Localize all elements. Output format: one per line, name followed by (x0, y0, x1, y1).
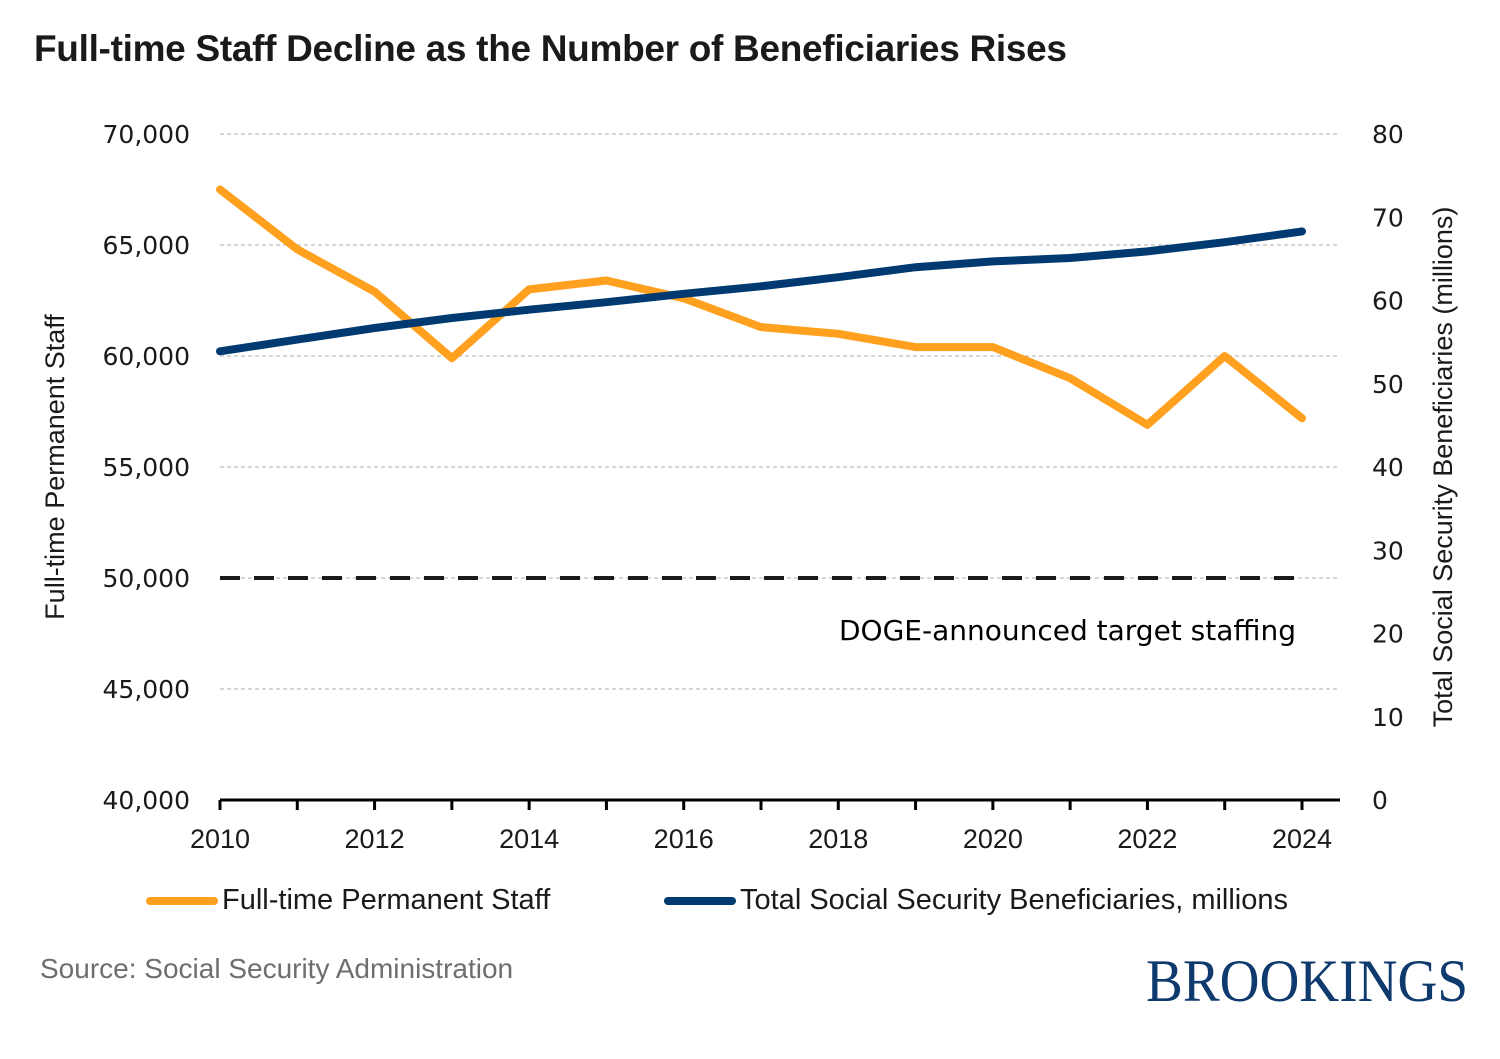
x-tick-label: 2014 (499, 824, 559, 854)
staff-line (216, 185, 1306, 429)
legend-item-beneficiaries: Total Social Security Beneficiaries, mil… (664, 884, 1288, 917)
legend: Full-time Permanent Staff Total Social S… (0, 884, 1500, 924)
y-right-tick-label: 60 (1372, 287, 1404, 316)
series-group (216, 185, 1306, 429)
y-axis-right-title: Total Social Security Beneficiaries (mil… (1428, 207, 1458, 728)
y-left-tick-label: 70,000 (103, 120, 190, 149)
beneficiaries-line (216, 227, 1306, 356)
y-right-tick-label: 0 (1372, 786, 1388, 815)
legend-swatch-beneficiaries (664, 896, 736, 905)
y-left-tick-label: 60,000 (103, 342, 190, 371)
x-tick-label: 2022 (1117, 824, 1177, 854)
y-axis-right: 0 10 20 30 40 50 60 70 80 (1372, 120, 1404, 815)
source-note: Source: Social Security Administration (40, 953, 513, 985)
source-text: Social Security Administration (136, 953, 514, 984)
legend-label-beneficiaries: Total Social Security Beneficiaries, mil… (740, 884, 1288, 916)
x-tick-label: 2018 (808, 824, 868, 854)
target-staffing-annotation: DOGE-announced target staffing (839, 614, 1296, 647)
y-left-tick-label: 65,000 (103, 231, 190, 260)
y-axis-left-title: Full-time Permanent Staff (40, 314, 70, 620)
x-tick-label: 2020 (963, 824, 1023, 854)
x-tick-label: 2024 (1272, 824, 1332, 854)
y-right-tick-label: 40 (1372, 453, 1404, 482)
x-axis: 2010 2012 2014 2016 2018 2020 2022 2024 (190, 798, 1340, 854)
gridlines (220, 133, 1340, 690)
y-right-tick-label: 20 (1372, 620, 1404, 649)
chart-title: Full-time Staff Decline as the Number of… (34, 28, 1067, 69)
legend-label-staff: Full-time Permanent Staff (222, 884, 551, 916)
y-left-tick-label: 45,000 (103, 675, 190, 704)
y-right-tick-label: 80 (1372, 120, 1404, 149)
y-left-tick-label: 50,000 (103, 564, 190, 593)
reference-line-group: DOGE-announced target staffing (220, 576, 1302, 647)
y-right-tick-label: 30 (1372, 536, 1404, 565)
y-left-tick-label: 55,000 (103, 453, 190, 482)
y-right-tick-label: 50 (1372, 370, 1404, 399)
y-right-tick-label: 70 (1372, 203, 1404, 232)
line-chart: DOGE-announced target staffing 2010 2012 2… (40, 120, 1458, 854)
source-label: Source: (40, 953, 137, 984)
legend-swatch-staff (146, 896, 218, 905)
y-left-tick-label: 40,000 (103, 786, 190, 815)
y-axis-left: 40,000 45,000 50,000 55,000 60,000 65,000 70,0… (103, 120, 190, 815)
x-tick-label: 2016 (654, 824, 714, 854)
y-right-tick-label: 10 (1372, 703, 1404, 732)
x-tick-label: 2012 (345, 824, 405, 854)
brookings-logo: BROOKINGS (1145, 948, 1468, 1014)
legend-item-staff: Full-time Permanent Staff (146, 884, 550, 917)
x-tick-label: 2010 (190, 824, 250, 854)
